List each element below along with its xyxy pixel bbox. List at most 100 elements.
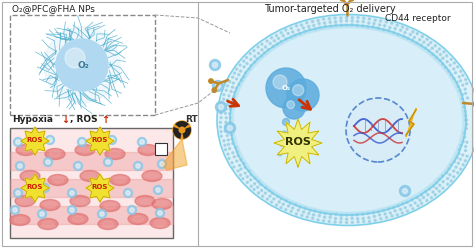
Circle shape	[389, 212, 392, 214]
Circle shape	[357, 221, 359, 223]
Circle shape	[228, 125, 233, 130]
Circle shape	[95, 184, 104, 192]
Circle shape	[257, 52, 259, 54]
Circle shape	[285, 38, 287, 40]
Circle shape	[374, 215, 375, 217]
Ellipse shape	[104, 203, 116, 209]
Circle shape	[232, 152, 234, 154]
Circle shape	[70, 208, 74, 212]
Circle shape	[261, 43, 263, 45]
Circle shape	[465, 146, 467, 148]
Circle shape	[383, 29, 384, 31]
Circle shape	[238, 83, 240, 85]
Circle shape	[460, 145, 462, 147]
Circle shape	[233, 156, 235, 158]
Circle shape	[44, 157, 53, 166]
Circle shape	[285, 209, 287, 211]
Circle shape	[308, 213, 310, 215]
Text: O₂: O₂	[77, 62, 89, 70]
Circle shape	[464, 110, 466, 112]
Circle shape	[254, 55, 255, 57]
Circle shape	[457, 86, 459, 88]
Circle shape	[98, 186, 102, 190]
Circle shape	[271, 201, 273, 203]
Circle shape	[328, 220, 330, 222]
Circle shape	[78, 61, 86, 69]
Circle shape	[253, 188, 255, 190]
Circle shape	[236, 160, 238, 162]
Circle shape	[459, 158, 461, 160]
Circle shape	[128, 206, 137, 215]
Circle shape	[328, 18, 330, 20]
Ellipse shape	[70, 195, 90, 207]
Circle shape	[340, 214, 342, 216]
Circle shape	[447, 178, 449, 180]
Circle shape	[75, 59, 89, 71]
Circle shape	[312, 214, 315, 216]
Circle shape	[388, 208, 390, 210]
Circle shape	[244, 166, 246, 168]
Circle shape	[465, 79, 467, 81]
Circle shape	[236, 78, 237, 80]
Circle shape	[446, 61, 448, 63]
Circle shape	[232, 76, 234, 78]
Circle shape	[374, 19, 376, 21]
Circle shape	[248, 68, 250, 70]
Circle shape	[319, 215, 320, 217]
Circle shape	[466, 97, 469, 99]
Circle shape	[158, 211, 162, 215]
Circle shape	[362, 217, 364, 219]
Circle shape	[453, 68, 455, 70]
Circle shape	[401, 26, 403, 28]
Circle shape	[155, 209, 164, 217]
Ellipse shape	[84, 173, 95, 179]
Circle shape	[356, 20, 359, 22]
Circle shape	[430, 197, 432, 199]
Circle shape	[280, 142, 284, 147]
Circle shape	[413, 36, 415, 38]
Circle shape	[417, 205, 419, 207]
Circle shape	[304, 30, 306, 32]
Circle shape	[229, 130, 231, 132]
Circle shape	[219, 104, 224, 110]
Circle shape	[231, 138, 233, 140]
Circle shape	[419, 199, 421, 201]
Circle shape	[450, 164, 452, 166]
Circle shape	[407, 210, 409, 212]
Circle shape	[261, 49, 263, 51]
Circle shape	[295, 213, 297, 215]
Circle shape	[257, 181, 259, 183]
Ellipse shape	[40, 199, 60, 211]
Ellipse shape	[146, 173, 157, 179]
Text: CD44 receptor: CD44 receptor	[385, 14, 451, 23]
Circle shape	[443, 51, 445, 53]
Circle shape	[292, 85, 304, 96]
Circle shape	[249, 53, 251, 55]
Circle shape	[225, 123, 236, 133]
Circle shape	[434, 194, 436, 196]
Circle shape	[267, 49, 269, 51]
Bar	[155, 143, 167, 155]
Circle shape	[238, 164, 241, 166]
Circle shape	[428, 50, 430, 52]
Circle shape	[368, 18, 370, 20]
Circle shape	[394, 210, 396, 212]
Circle shape	[428, 44, 429, 46]
Circle shape	[445, 66, 447, 68]
Circle shape	[351, 20, 353, 22]
Circle shape	[454, 62, 456, 64]
Ellipse shape	[105, 149, 125, 159]
Circle shape	[460, 168, 462, 170]
Circle shape	[363, 221, 365, 223]
Ellipse shape	[230, 25, 466, 215]
Circle shape	[324, 22, 326, 24]
Circle shape	[362, 25, 364, 27]
Circle shape	[66, 49, 98, 81]
Circle shape	[464, 102, 466, 104]
Polygon shape	[86, 174, 114, 202]
Polygon shape	[86, 127, 114, 155]
Circle shape	[462, 154, 464, 156]
Circle shape	[442, 63, 444, 65]
Circle shape	[306, 22, 308, 24]
Circle shape	[282, 35, 284, 37]
